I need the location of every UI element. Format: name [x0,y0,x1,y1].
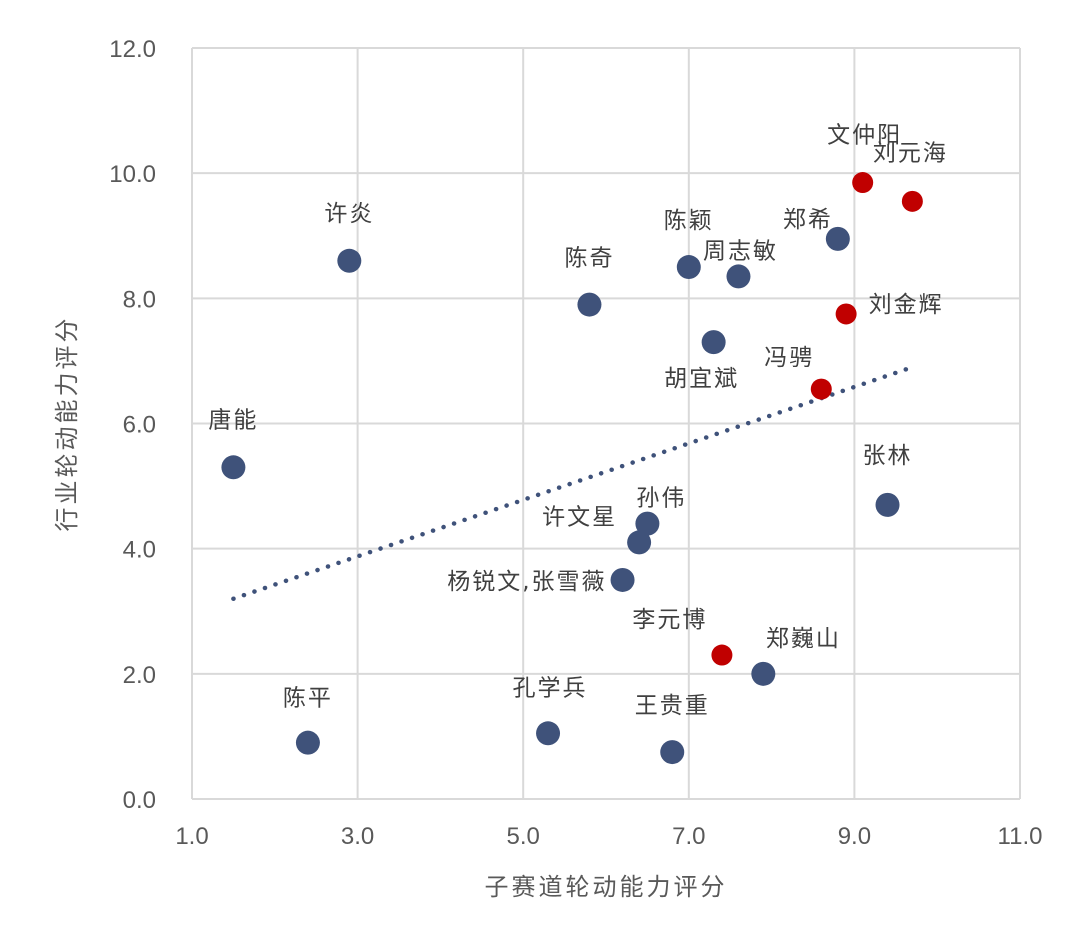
data-points [221,172,923,765]
x-tick-label: 5.0 [507,823,540,850]
y-tick-label: 6.0 [123,412,156,439]
point-label: 李元博 [632,607,707,633]
point-label: 文仲阳 [827,123,902,149]
data-point [901,190,923,212]
point-label: 许炎 [324,201,374,227]
point-label: 郑巍山 [766,626,841,652]
x-tick-label: 3.0 [341,823,374,850]
data-point [825,226,850,251]
point-label: 陈奇 [564,246,614,272]
y-tick-label: 4.0 [123,537,156,564]
point-label: 孙伟 [636,486,686,512]
point-label: 胡宜斌 [664,366,739,392]
grid [191,47,1021,800]
point-label: 许文星 [542,504,617,530]
x-tick-label: 11.0 [998,823,1043,850]
point-label: 孔学兵 [513,675,588,701]
y-tick-label: 0.0 [123,787,156,814]
data-point [701,330,726,355]
y-tick-label: 2.0 [123,662,156,689]
point-label: 郑希 [783,207,833,233]
x-tick-label: 7.0 [672,823,705,850]
data-point [711,644,733,666]
x-tick-label: 1.0 [175,823,208,850]
y-tick-labels: 0.0 2.0 4.0 6.0 8.0 10.0 12.0 [109,36,156,814]
data-point [610,567,635,592]
point-label: 冯骋 [764,345,814,371]
point-label: 刘元海 [873,140,948,166]
data-point [577,292,602,317]
trendline-path [231,364,915,601]
data-point [810,378,832,400]
point-label: 张林 [863,443,913,469]
x-tick-label: 9.0 [838,823,871,850]
point-label: 陈颖 [664,208,714,234]
data-point [751,661,776,686]
point-label: 唐能 [208,407,258,433]
data-point [676,255,701,280]
point-label: 王贵重 [635,693,710,719]
point-label: 杨锐文,张雪薇 [447,569,606,595]
data-point [635,511,660,536]
y-tick-label: 8.0 [123,286,156,313]
data-point [660,740,685,765]
data-point [536,721,561,746]
data-point [627,530,652,555]
point-label: 周志敏 [703,238,778,264]
y-tick-label: 10.0 [109,161,156,188]
y-tick-label: 12.0 [109,36,156,63]
data-point [852,172,874,194]
data-point [337,248,362,273]
data-point [221,455,246,480]
x-tick-labels: 1.0 3.0 5.0 7.0 9.0 11.0 [175,823,1042,850]
y-axis-title: 行业轮动能力评分 [53,316,81,532]
point-label: 刘金辉 [869,292,944,318]
data-point [875,492,900,517]
data-point [726,264,751,289]
trendline [231,364,915,601]
data-point [835,303,857,325]
x-axis-title: 子赛道轮动能力评分 [485,873,728,901]
point-label: 陈平 [283,686,333,712]
data-point [295,730,320,755]
